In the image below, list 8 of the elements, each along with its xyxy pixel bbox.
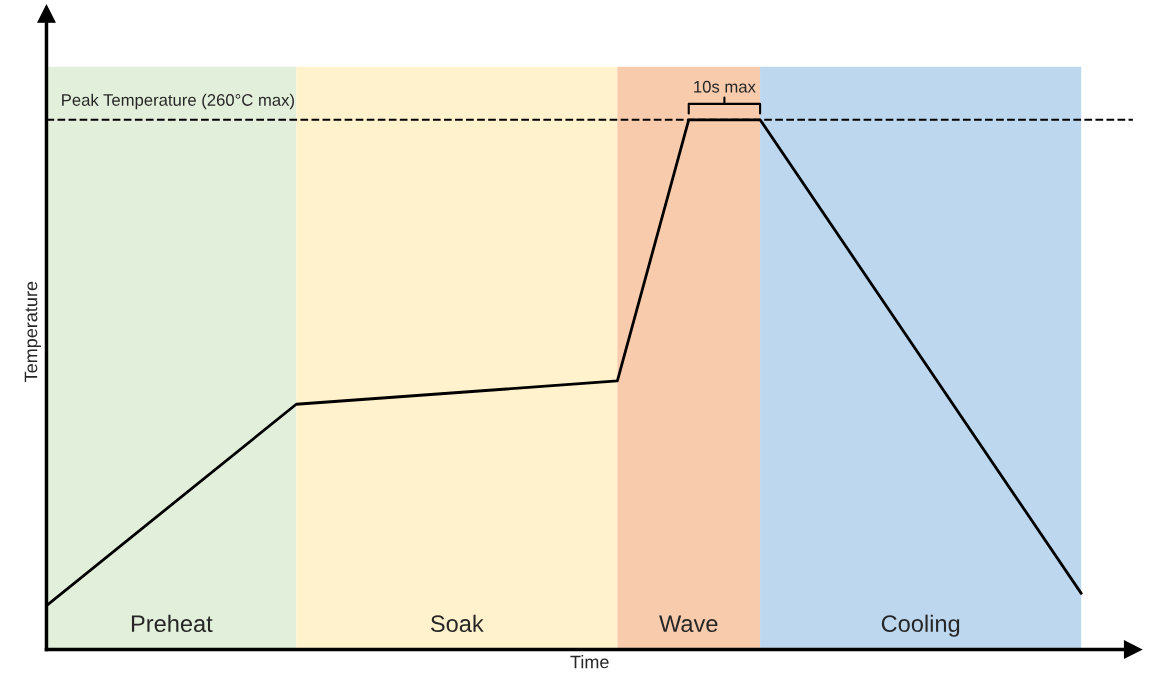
annotation: Wave (659, 615, 718, 633)
annotation: Soak (430, 614, 484, 633)
annotation: Cooling (881, 614, 960, 637)
annotation: Preheat (131, 614, 213, 633)
text: 10s max (694, 80, 756, 93)
ref-line-label: Peak Temperature (260°C max) (62, 93, 294, 110)
y-axis-title: Temperature (24, 281, 41, 382)
x-axis-title: Time (570, 655, 609, 669)
